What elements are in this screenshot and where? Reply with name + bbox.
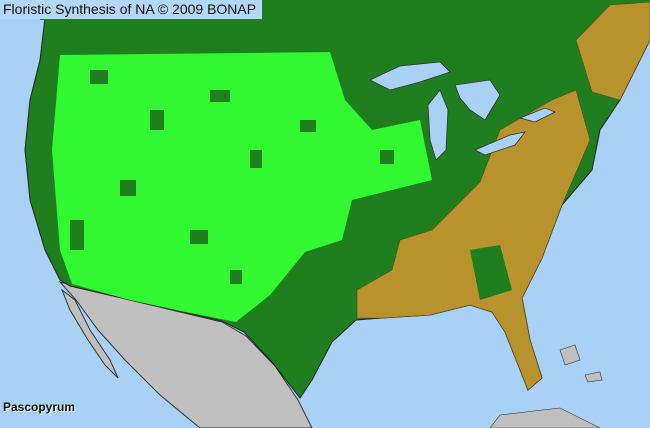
mexico-region xyxy=(58,281,313,428)
county-patches xyxy=(70,70,394,284)
caribbean-islands xyxy=(489,344,603,428)
great-lakes xyxy=(369,61,556,161)
georgia-patch xyxy=(470,245,512,300)
widespread-region xyxy=(52,52,432,322)
northeast-region xyxy=(575,1,650,101)
taxon-label: Pascopyrum xyxy=(3,400,76,414)
southeast-region xyxy=(356,89,591,391)
map-title: Floristic Synthesis of NA © 2009 BONAP xyxy=(0,0,263,19)
